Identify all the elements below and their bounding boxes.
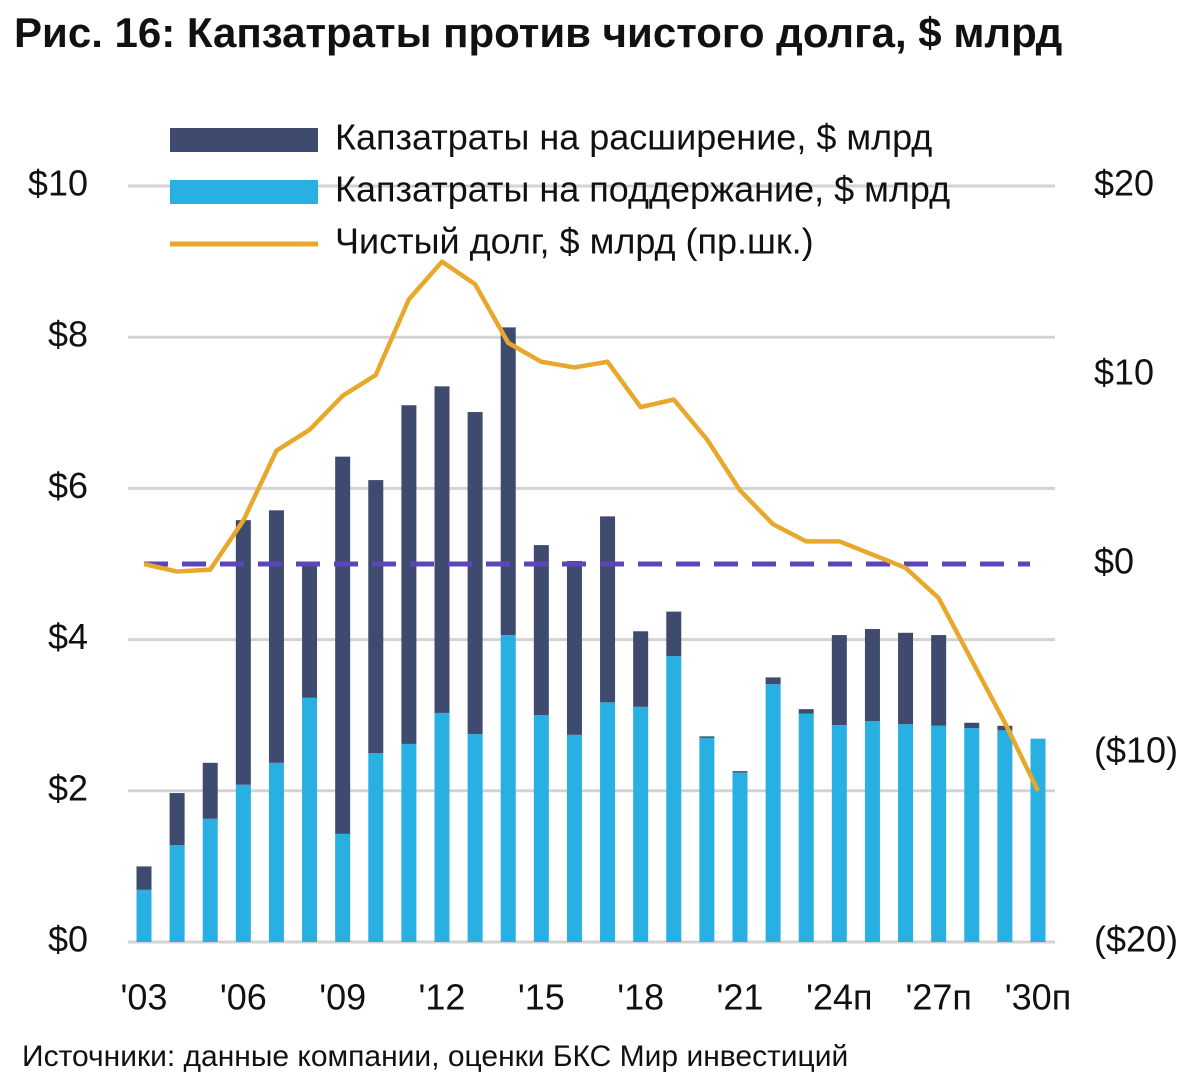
legend-label: Чистый долг, $ млрд (пр.шк.) [335,221,814,262]
bar [335,833,351,942]
x-tick-label: '03 [121,977,168,1018]
bar [302,563,318,698]
bar [467,734,483,942]
legend-label: Капзатраты на поддержание, $ млрд [335,169,950,210]
bar [302,697,318,942]
bar [931,635,947,726]
line [143,259,1041,792]
y-tick-label: $2 [48,767,88,808]
bar [831,725,847,942]
bar [666,656,682,942]
bar [633,631,649,707]
bar [566,734,582,942]
bar [765,684,781,942]
x-tick-label: '06 [220,977,267,1018]
bar [268,762,284,942]
bar [202,762,218,819]
y2-tick-label: $0 [1094,541,1134,582]
bar [633,706,649,942]
x-tick-label: '09 [319,977,366,1018]
bar [467,412,483,735]
y2-tick-label: $20 [1094,163,1154,204]
bar [235,520,251,785]
bar [798,713,814,942]
bar [533,545,549,716]
y-tick-label: $0 [48,919,88,960]
bar [699,737,715,942]
bar [335,456,351,834]
bar [931,725,947,942]
bar [434,386,450,713]
bar [1030,738,1046,942]
bar [136,866,152,890]
bar [864,629,880,722]
chart-title: Рис. 16: Капзатраты против чистого долга… [14,9,1063,56]
y-tick-label: $8 [48,314,88,355]
bar [831,635,847,726]
bar [235,784,251,942]
x-tick-label: '24п [806,977,872,1018]
bar [765,677,781,685]
x-tick-label: '30п [1005,977,1071,1018]
bar [169,793,185,846]
bar [368,480,384,753]
bar [997,730,1013,942]
bar [798,709,814,714]
bar [600,702,616,942]
source: Источники: данные компании, оценки БКС М… [22,1040,848,1073]
x-tick-label: '21 [717,977,764,1018]
y-tick-label: $10 [28,163,88,204]
legend-swatch [170,180,318,204]
y-tick-label: $6 [48,465,88,506]
bar [864,721,880,942]
bar [268,510,284,763]
bar [600,516,616,703]
bar [202,818,218,942]
bar [699,736,715,738]
bar [368,753,384,942]
bar [898,724,914,942]
bar [500,635,516,942]
legend-label: Капзатраты на расширение, $ млрд [335,117,932,158]
x-tick-label: '27п [905,977,971,1018]
x-tick-label: '12 [419,977,466,1018]
y2-tick-label: ($20) [1094,919,1178,960]
x-tick-label: '18 [617,977,664,1018]
legend-swatch [170,128,318,152]
bar [732,771,748,773]
bar [964,722,980,729]
bar [898,632,914,725]
y2-tick-label: $10 [1094,352,1154,393]
y-tick-label: $4 [48,616,88,657]
x-tick-label: '15 [518,977,565,1018]
bar [964,728,980,942]
bar [500,327,516,636]
bar [533,715,549,942]
bar [434,712,450,942]
bar [401,743,417,942]
bar [401,405,417,744]
bar [997,725,1013,731]
y2-tick-label: ($10) [1094,730,1178,771]
bar [169,845,185,942]
bar [566,560,582,735]
bar [732,772,748,942]
bar [136,889,152,942]
bar [666,611,682,657]
